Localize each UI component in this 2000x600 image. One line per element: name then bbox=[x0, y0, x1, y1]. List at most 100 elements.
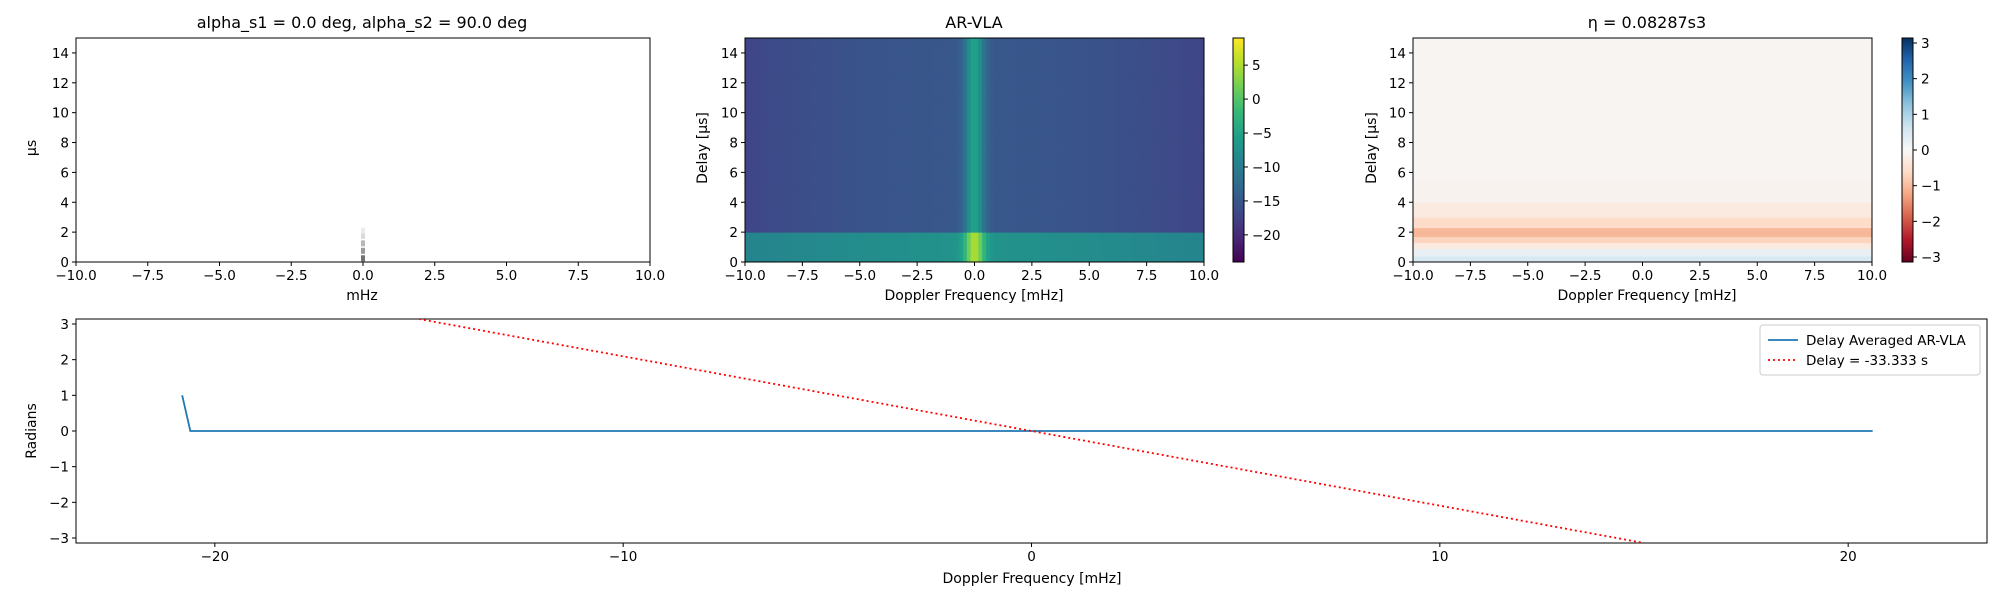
heatmap-cell bbox=[745, 254, 750, 259]
heatmap-cell bbox=[982, 232, 987, 237]
heatmap-cell bbox=[779, 194, 784, 200]
heatmap-cell bbox=[1058, 142, 1063, 147]
heatmap-cell bbox=[1024, 161, 1029, 166]
heatmap-cell bbox=[1169, 209, 1174, 214]
heatmap-cell bbox=[1012, 258, 1018, 263]
heatmap-cell bbox=[963, 153, 968, 158]
heatmap-cell bbox=[932, 247, 937, 252]
heatmap-cell bbox=[1123, 247, 1128, 252]
heatmap-cell bbox=[783, 217, 788, 222]
heatmap-cell bbox=[1123, 198, 1128, 203]
heatmap-cell bbox=[1089, 247, 1094, 252]
heatmap-cell bbox=[1001, 108, 1006, 114]
heatmap-cell bbox=[932, 116, 937, 121]
heatmap-cell bbox=[1077, 239, 1083, 244]
heatmap-cell bbox=[790, 254, 796, 259]
heatmap-cell bbox=[783, 131, 788, 136]
heatmap-cell bbox=[1196, 209, 1201, 214]
heatmap-cell bbox=[1127, 131, 1132, 136]
heatmap-cell bbox=[993, 258, 998, 263]
heatmap-cell bbox=[1047, 127, 1052, 132]
heatmap-cell bbox=[932, 202, 937, 207]
heatmap-cell bbox=[1100, 168, 1106, 173]
heatmap-cell bbox=[806, 168, 811, 173]
heatmap-cell bbox=[1181, 213, 1186, 218]
heatmap-cell bbox=[993, 127, 998, 132]
heatmap-cell bbox=[1146, 191, 1151, 196]
heatmap-cell bbox=[1104, 191, 1109, 196]
heatmap-cell bbox=[844, 112, 849, 117]
heatmap-cell bbox=[1127, 142, 1132, 147]
heatmap-cell bbox=[985, 191, 991, 196]
heatmap-cell bbox=[840, 254, 845, 259]
heatmap-cell bbox=[1058, 247, 1063, 252]
heatmap-cell bbox=[1089, 194, 1094, 200]
heatmap-cell bbox=[1138, 191, 1144, 196]
heatmap-cell bbox=[1054, 138, 1060, 144]
heatmap-cell bbox=[982, 123, 987, 129]
heatmap-cell bbox=[1116, 254, 1121, 259]
heatmap-cell bbox=[844, 153, 849, 158]
heatmap-cell bbox=[1150, 172, 1155, 177]
heatmap-cell bbox=[752, 153, 757, 158]
heatmap-cell bbox=[1192, 202, 1197, 207]
heatmap-cell bbox=[790, 108, 796, 114]
heatmap-cell bbox=[1116, 224, 1121, 229]
heatmap-cell bbox=[947, 183, 953, 188]
heatmap-cell bbox=[1035, 157, 1041, 162]
heatmap-cell bbox=[1165, 116, 1171, 121]
heatmap-cell bbox=[1142, 146, 1148, 151]
heatmap-cell bbox=[852, 150, 857, 155]
heatmap-cell bbox=[1066, 220, 1071, 226]
heatmap-cell bbox=[1184, 198, 1190, 203]
heatmap-cell bbox=[1020, 146, 1025, 151]
heatmap-cell bbox=[917, 247, 922, 252]
heatmap-cell bbox=[970, 198, 975, 203]
heatmap-cell bbox=[767, 116, 773, 121]
heatmap-cell bbox=[1123, 172, 1128, 177]
heatmap-cell bbox=[1070, 232, 1075, 237]
heatmap-cell bbox=[997, 191, 1002, 196]
heatmap-cell bbox=[756, 254, 761, 259]
heatmap-cell bbox=[798, 131, 803, 136]
heatmap-cell bbox=[760, 198, 765, 203]
heatmap-cell bbox=[813, 191, 819, 196]
heatmap-cell bbox=[913, 209, 918, 214]
heatmap-cell bbox=[775, 153, 780, 158]
heatmap-cell bbox=[817, 131, 822, 136]
heatmap-cell bbox=[829, 232, 834, 237]
heatmap-cell bbox=[1142, 258, 1148, 263]
heatmap-cell bbox=[974, 153, 979, 158]
heatmap-cell bbox=[1051, 213, 1056, 218]
heatmap-cell bbox=[1020, 150, 1025, 155]
heatmap-cell bbox=[1158, 179, 1163, 185]
heatmap-cell bbox=[832, 131, 838, 136]
heatmap-cell bbox=[840, 235, 845, 241]
heatmap-cell bbox=[1051, 179, 1056, 185]
heatmap-cell bbox=[1116, 172, 1121, 177]
heatmap-cell bbox=[1116, 123, 1121, 129]
heatmap-cell bbox=[1150, 206, 1155, 211]
heatmap-cell bbox=[1127, 127, 1132, 132]
heatmap-cell bbox=[1093, 179, 1098, 185]
heatmap-cell bbox=[764, 250, 769, 256]
heatmap-cell bbox=[1181, 220, 1186, 226]
heatmap-cell bbox=[917, 206, 922, 211]
heatmap-cell bbox=[748, 198, 754, 203]
heatmap-cell bbox=[1070, 239, 1075, 244]
heatmap-cell bbox=[978, 250, 983, 256]
heatmap-cell bbox=[901, 127, 907, 132]
heatmap-cell bbox=[1123, 164, 1128, 170]
heatmap-cell bbox=[863, 116, 868, 121]
heatmap-cell bbox=[794, 146, 800, 151]
heatmap-cell bbox=[1112, 123, 1117, 129]
heatmap-cell bbox=[959, 135, 964, 140]
heatmap-cell bbox=[1200, 217, 1205, 222]
heatmap-cell bbox=[1119, 135, 1125, 140]
heatmap-cell bbox=[1005, 217, 1010, 222]
heatmap-cell bbox=[951, 258, 956, 263]
heatmap-cell bbox=[924, 198, 930, 203]
heatmap-cell bbox=[817, 142, 822, 147]
heatmap-cell bbox=[1116, 150, 1121, 155]
heatmap-cell bbox=[821, 153, 826, 158]
